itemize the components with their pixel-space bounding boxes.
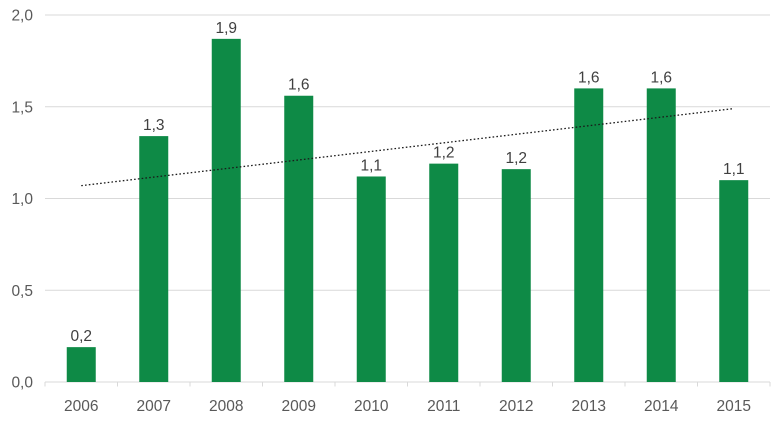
y-axis-tick-label: 2,0: [11, 8, 33, 25]
bar-2008: [211, 38, 241, 382]
trendline: [81, 107, 734, 187]
bar-2012: [501, 169, 531, 382]
x-axis-category-label-2010: 2010: [354, 398, 389, 415]
x-axis-category-label-2009: 2009: [282, 398, 316, 415]
bar-2011: [429, 163, 459, 382]
bar-2015: [719, 180, 749, 382]
bar-value-label-2011: 1,2: [433, 145, 455, 162]
bar-value-label-2009: 1,6: [288, 77, 310, 94]
x-axis-category-label-2012: 2012: [499, 398, 533, 415]
bar-value-label-2008: 1,9: [215, 20, 237, 37]
x-axis-category-label-2015: 2015: [717, 398, 751, 415]
x-axis-category-label-2007: 2007: [137, 398, 171, 415]
y-axis-tick-label: 0,0: [11, 375, 33, 392]
x-axis-category-label-2011: 2011: [427, 398, 460, 415]
x-axis-category-label-2013: 2013: [572, 398, 606, 415]
bar-value-label-2012: 1,2: [505, 150, 527, 167]
y-axis-tick-label: 0,5: [11, 283, 33, 300]
bar-value-label-2013: 1,6: [578, 69, 600, 86]
x-axis-category-label-2008: 2008: [209, 398, 243, 415]
bar-2014: [646, 88, 676, 383]
y-axis-tick-label: 1,5: [11, 99, 33, 116]
bar-2010: [356, 176, 386, 382]
bar-value-label-2007: 1,3: [143, 117, 165, 134]
bar-value-label-2006: 0,2: [70, 328, 92, 345]
bar-2013: [574, 88, 604, 383]
x-axis-category-label-2014: 2014: [644, 398, 679, 415]
bar-value-label-2015: 1,1: [723, 161, 745, 178]
bar-value-label-2010: 1,1: [360, 157, 382, 174]
bar-2006: [66, 347, 96, 382]
bar-2007: [139, 136, 169, 382]
x-axis-category-label-2006: 2006: [64, 398, 98, 415]
bar-value-label-2014: 1,6: [650, 69, 672, 86]
bar-2009: [284, 95, 314, 383]
y-axis-tick-label: 1,0: [11, 191, 33, 208]
